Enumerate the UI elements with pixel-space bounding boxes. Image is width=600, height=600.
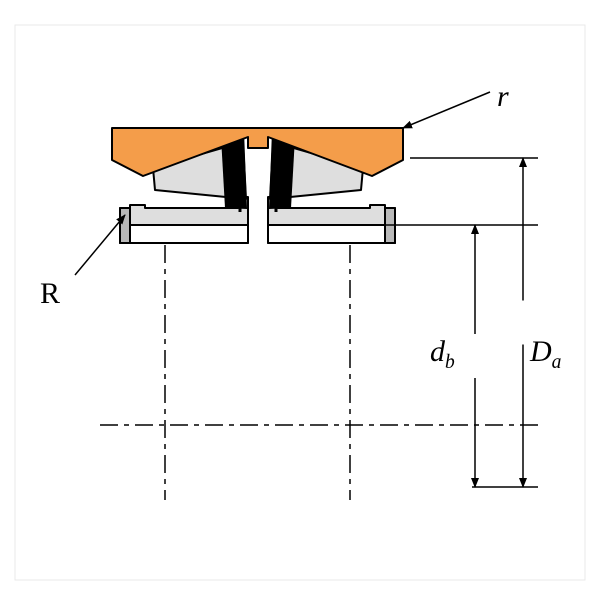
label-db: db [430,335,455,374]
label-Da: Da [530,335,561,374]
label-R: R [40,277,60,311]
label-r: r [497,80,509,114]
